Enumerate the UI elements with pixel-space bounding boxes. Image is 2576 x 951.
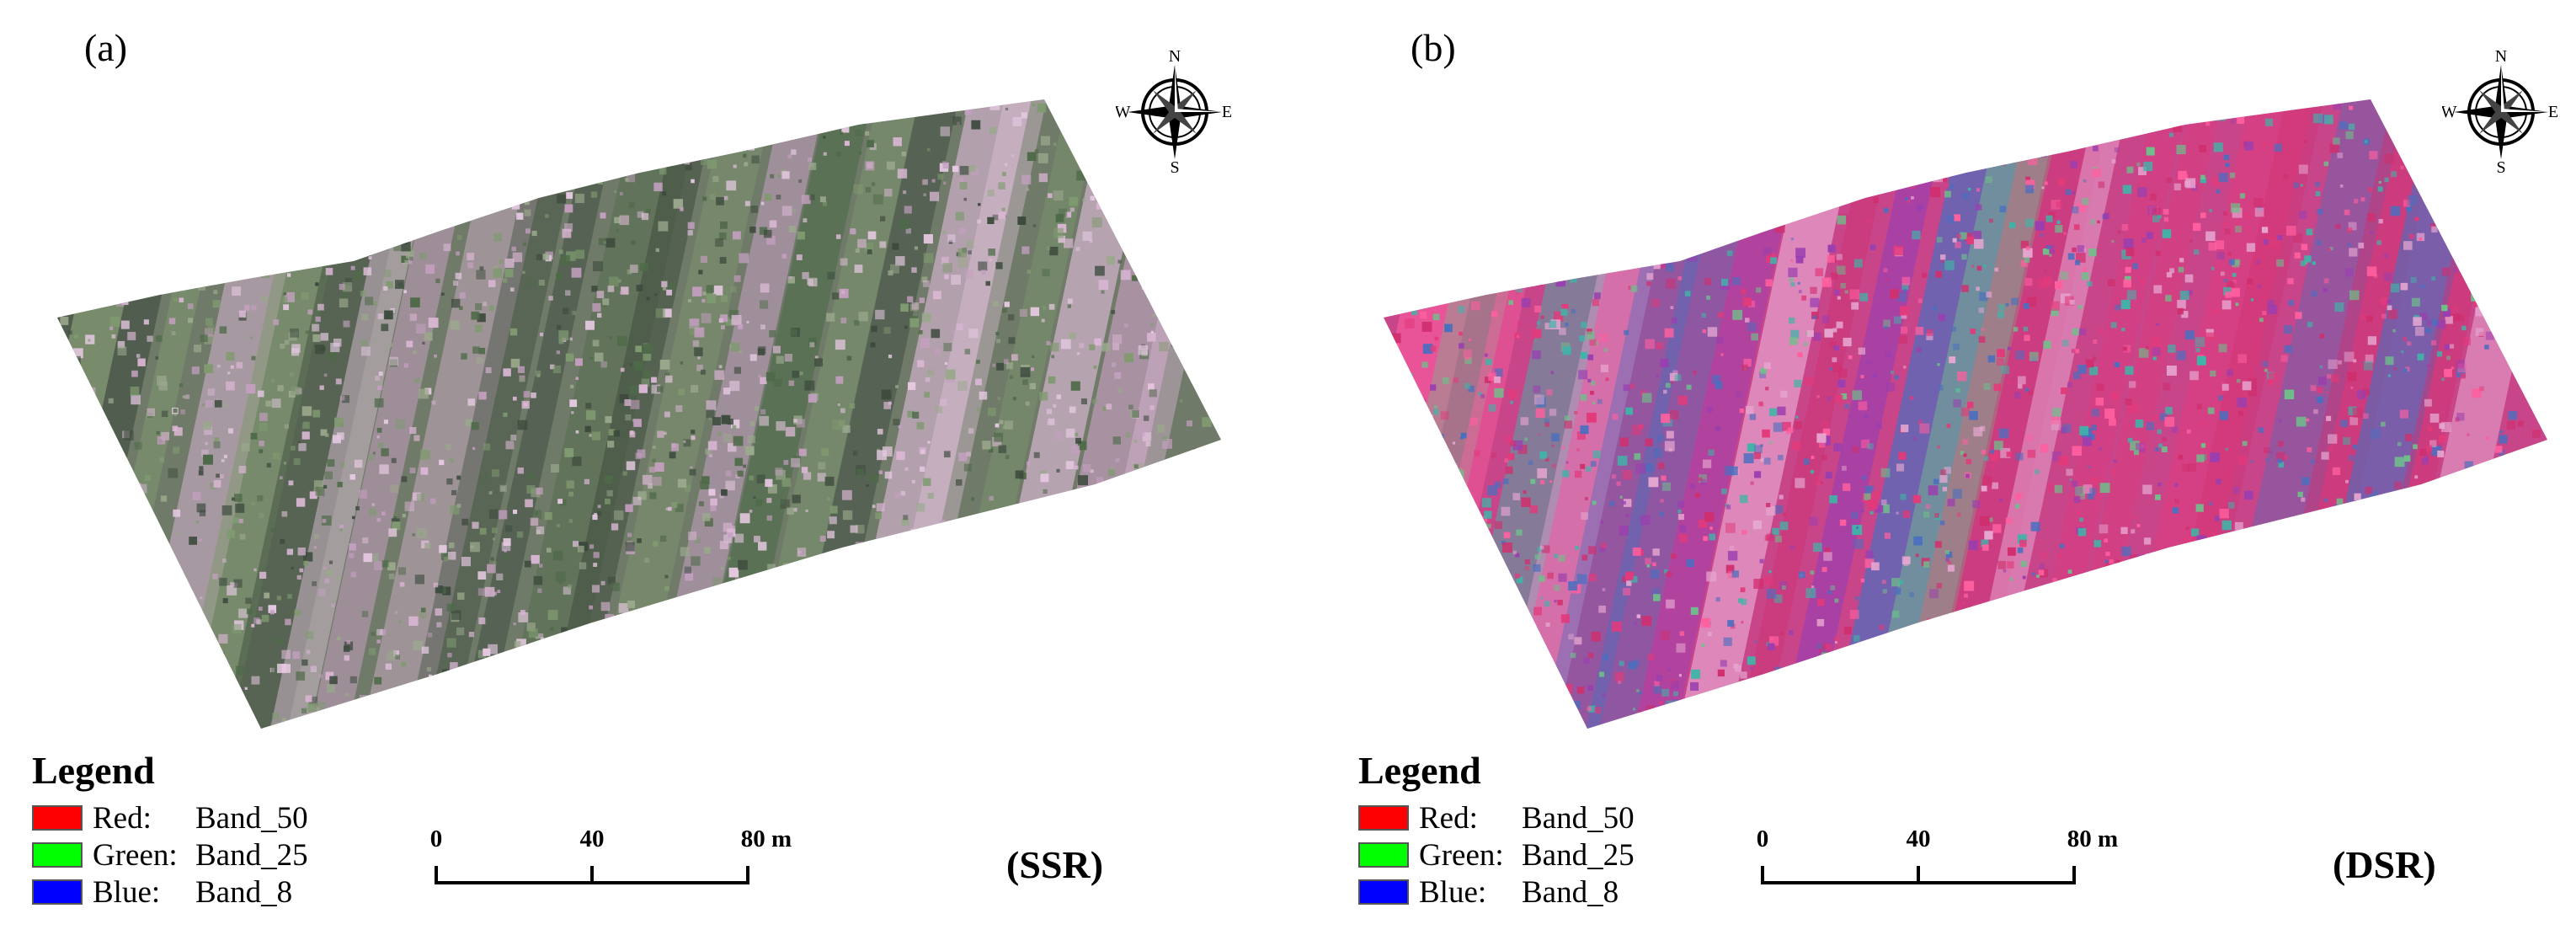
panel-b: (b) N S E W Legend Red: [1326,0,2576,951]
legend-item-green: Green: Band_25 [1358,836,1635,874]
compass-w: W [2442,103,2457,121]
compass-w: W [1116,103,1131,121]
legend-channel: Green: [1419,837,1504,873]
legend-swatch-green [32,842,83,868]
legend: Legend Red: Band_50 Green: Band_25 Blue:… [32,748,308,911]
scale-tick-80: 80 m [2067,825,2119,852]
legend-item-red: Red: Band_50 [1358,799,1635,836]
legend-channel: Red: [93,800,152,836]
legend-band: Band_25 [195,837,308,873]
scale-bar: 0 40 80 m [1747,825,2135,893]
compass-s: S [2496,158,2505,173]
legend-band: Band_8 [195,874,293,910]
legend-item-red: Red: Band_50 [32,799,308,836]
legend-channel: Green: [93,837,178,873]
legend-item-blue: Blue: Band_8 [1358,874,1635,911]
legend-channel: Blue: [1419,874,1487,910]
compass-e: E [1222,103,1232,121]
compass-n: N [1169,47,1181,66]
scale-tick-0: 0 [1756,825,1769,852]
compass: N S E W [1115,46,1234,177]
legend: Legend Red: Band_50 Green: Band_25 Blue:… [1358,748,1635,911]
legend-item-green: Green: Band_25 [32,836,308,874]
legend-swatch-blue [32,879,83,905]
map-image [1384,99,2547,729]
scale-tick-40: 40 [1906,825,1931,852]
scale-tick-40: 40 [579,825,605,852]
panel-label: (a) [84,26,128,69]
scale-tick-80: 80 m [740,825,792,852]
method-label: (DSR) [2333,843,2436,886]
compass-n: N [2495,47,2507,66]
panel-label: (b) [1411,26,1456,69]
legend-band: Band_50 [195,800,308,836]
panel-a: (a) N S E W Legend Red: [32,26,1234,911]
legend-title: Legend [1358,749,1481,792]
map-image [57,99,1221,729]
legend-item-blue: Blue: Band_8 [32,874,308,911]
legend-swatch-blue [1358,879,1409,905]
compass: N S E W [2441,46,2560,177]
compass-rose-icon: N S E W [2441,47,2559,177]
method-label: (SSR) [1006,843,1104,886]
legend-band: Band_25 [1522,837,1635,873]
legend-swatch-red [32,805,83,831]
legend-band: Band_50 [1522,800,1635,836]
legend-band: Band_8 [1522,874,1619,910]
compass-e: E [2548,103,2558,121]
scale-bar: 0 40 80 m [421,825,808,893]
compass-rose-icon: N S E W [1115,47,1233,177]
legend-title: Legend [32,749,155,792]
legend-swatch-red [1358,805,1409,831]
scale-tick-0: 0 [429,825,443,852]
legend-channel: Blue: [93,874,161,910]
compass-s: S [1170,158,1179,173]
legend-swatch-green [1358,842,1409,868]
legend-channel: Red: [1419,800,1478,836]
